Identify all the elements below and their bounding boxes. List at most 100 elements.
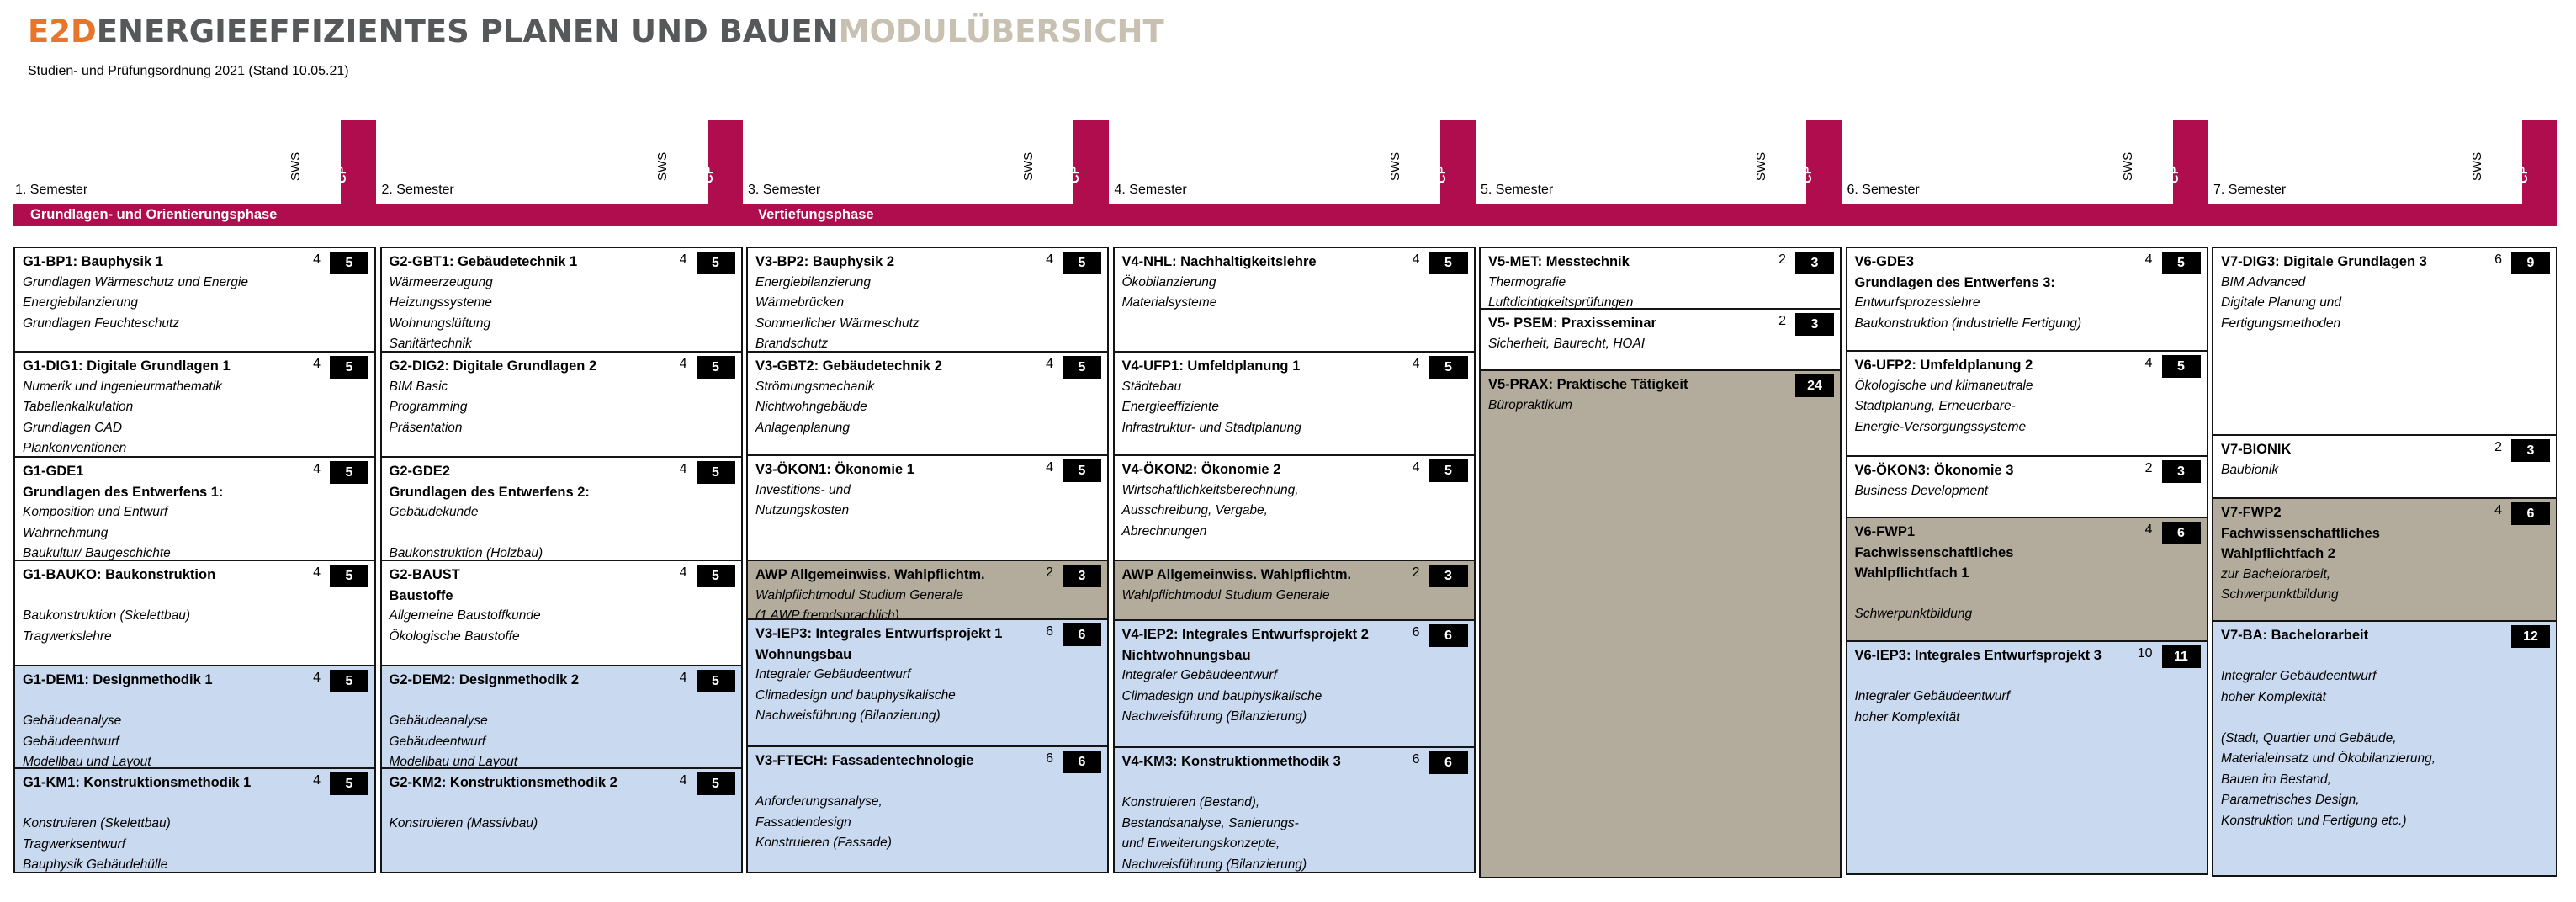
module-desc-line: Büropraktikum bbox=[1488, 397, 1572, 412]
module-desc-line: Programming bbox=[389, 400, 468, 414]
module-desc-line: Parametrisches Design, bbox=[2221, 793, 2360, 807]
module-desc-line: Climadesign und bauphysikalische bbox=[1121, 688, 1322, 703]
module-card: G2-DEM2: Designmethodik 2 Gebäudeanalyse… bbox=[379, 665, 743, 769]
module-title: V3-IEP3: Integrales Entwurfsprojekt 1 bbox=[755, 626, 1003, 641]
module-card: V6-UFP2: Umfeldplanung 2 Ökologische und … bbox=[1845, 350, 2208, 457]
module-title: V7-FWP2 bbox=[2221, 505, 2282, 520]
module-card: V3-IEP3: Integrales Entwurfsprojekt 1 Woh… bbox=[746, 618, 1109, 747]
cp-column-header: CP bbox=[1068, 166, 1082, 183]
module-cp-badge: 9 bbox=[2511, 252, 2550, 274]
module-desc-line: Thermografie bbox=[1488, 274, 1566, 289]
module-desc-line: Nachweisführung (Bilanzierung) bbox=[1121, 857, 1307, 872]
semester-label: 3. Semester bbox=[748, 183, 821, 197]
module-cp-badge: 6 bbox=[2511, 502, 2550, 525]
program-name: ENERGIEEFFIZIENTES PLANEN UND BAUEN bbox=[96, 13, 839, 50]
module-cp-badge: 6 bbox=[1428, 624, 1468, 647]
module-title: V4-IEP2: Integrales Entwurfsprojekt 2 bbox=[1121, 627, 1369, 642]
page-title-suffix: MODULÜBERSICHT bbox=[838, 13, 1164, 50]
module-sws-value: 4 bbox=[1046, 460, 1053, 475]
module-sws-value: 4 bbox=[679, 252, 687, 267]
module-cp-badge: 6 bbox=[2161, 522, 2201, 544]
module-sws-value: 4 bbox=[313, 671, 321, 685]
cp-column-header-bar bbox=[1073, 120, 1109, 204]
module-sws-value: 4 bbox=[313, 565, 321, 580]
module-desc-line: Integraler Gebäudeentwurf bbox=[755, 667, 911, 682]
module-card: V4-UFP1: Umfeldplanung 1 Städtebau Energie… bbox=[1112, 351, 1476, 456]
module-title: V3-ÖKON1: Ökonomie 1 bbox=[755, 462, 914, 477]
phase-label-grundlagen: Grundlagen- und Orientierungsphase bbox=[30, 207, 278, 222]
module-desc-line: Modellbau und Layout bbox=[389, 755, 518, 769]
module-desc-line: Nachweisführung (Bilanzierung) bbox=[755, 708, 941, 723]
cp-column-header: CP bbox=[1434, 166, 1449, 183]
module-desc-line: Abrechnungen bbox=[1121, 523, 1207, 539]
module-cp-badge: 5 bbox=[696, 565, 735, 587]
module-card: V4-ÖKON2: Ökonomie 2 Wirtschaftlichkeitsb… bbox=[1112, 454, 1476, 561]
module-title: V6-UFP2: Umfeldplanung 2 bbox=[1854, 358, 2033, 373]
module-cp-badge: 6 bbox=[1063, 751, 1101, 773]
module-desc-line: Bauphysik Gebäudehülle bbox=[23, 857, 168, 872]
module-desc-line: Präsentation bbox=[389, 420, 463, 435]
module-cp-badge: 5 bbox=[330, 252, 368, 274]
module-desc-line: Fertigungsmethoden bbox=[2221, 316, 2341, 331]
cp-column-header: CP bbox=[2166, 166, 2181, 183]
module-desc-line: Schwerpunktbildung bbox=[2221, 587, 2339, 602]
module-desc-line bbox=[2221, 646, 2480, 667]
module-sws-value: 2 bbox=[1778, 314, 1786, 328]
module-cp-badge: 5 bbox=[1063, 356, 1101, 379]
module-cp-badge: 5 bbox=[1428, 459, 1468, 482]
module-desc-line bbox=[2221, 708, 2480, 729]
module-desc-line: Grundlagen Feuchteschutz bbox=[23, 316, 180, 331]
module-card: V5- PSEM: Praxisseminar Sicherheit, Baure… bbox=[1479, 308, 1842, 371]
module-card: G1-BAUKO: Baukonstruktion Baukonstruktio… bbox=[13, 560, 376, 666]
module-sws-value: 6 bbox=[1412, 625, 1420, 639]
module-sws-value: 4 bbox=[679, 462, 687, 476]
semester-column: V7-DIG3: Digitale Grundlagen 3 BIM Advanc… bbox=[2212, 247, 2557, 877]
module-title: V5- PSEM: Praxisseminar bbox=[1488, 316, 1656, 331]
module-desc-line bbox=[1855, 584, 2131, 605]
module-title: G2-DEM2: Designmethodik 2 bbox=[389, 672, 580, 687]
module-title: V3-GBT2: Gebäudetechnik 2 bbox=[755, 358, 942, 374]
module-cp-badge: 5 bbox=[330, 356, 368, 379]
module-title: G1-DEM1: Designmethodik 1 bbox=[23, 672, 213, 687]
module-desc-line: Sommerlicher Wärmeschutz bbox=[755, 316, 920, 331]
module-desc-line: Numerik und Ingenieurmathematik bbox=[23, 379, 222, 394]
module-desc-line: Konstruieren (Fassade) bbox=[755, 836, 892, 850]
module-desc-line: Climadesign und bauphysikalische bbox=[755, 687, 956, 703]
module-desc-line: Fassadendesign bbox=[755, 814, 851, 830]
module-card: G2-GDE2 Grundlagen des Entwerfens 2: Gebäu… bbox=[379, 456, 743, 561]
module-cp-badge: 5 bbox=[330, 461, 368, 484]
module-desc-line: Konstruktion und Fertigung etc.) bbox=[2221, 813, 2407, 828]
module-title: V6-IEP3: Integrales Entwurfsprojekt 3 bbox=[1854, 648, 2102, 663]
sws-column-header: SWS bbox=[1754, 151, 1768, 181]
module-desc-line: Strömungsmechanik bbox=[755, 379, 875, 394]
module-title: Fachwissenschaftliches bbox=[2221, 525, 2380, 541]
cp-column-header: CP bbox=[701, 166, 716, 183]
module-desc-line: Digitale Planung und bbox=[2221, 295, 2342, 310]
module-title: G2-BAUST bbox=[389, 567, 460, 582]
cp-column-header-bar bbox=[341, 120, 376, 204]
module-desc-line: Materialeinsatz und Ökobilanzierung, bbox=[2221, 751, 2436, 766]
module-desc-line: Konstruieren (Bestand), bbox=[1121, 795, 1260, 809]
module-desc-line: Nutzungskosten bbox=[755, 503, 850, 517]
module-card: V3-GBT2: Gebäudetechnik 2 Strömungsmechan… bbox=[746, 351, 1109, 456]
module-title: V4-UFP1: Umfeldplanung 1 bbox=[1121, 358, 1301, 374]
module-sws-value: 4 bbox=[1412, 357, 1420, 371]
module-title: V4-KM3: Konstruktionmethodik 3 bbox=[1121, 754, 1341, 769]
sws-column-header: SWS bbox=[2120, 151, 2135, 181]
semester-column: V4-NHL: Nachhaltigkeitslehre Ökobilanzier… bbox=[1112, 247, 1476, 873]
module-cp-badge: 5 bbox=[696, 252, 735, 274]
module-desc-line: Energieeffiziente bbox=[1121, 400, 1219, 414]
module-cp-badge: 3 bbox=[1063, 565, 1101, 587]
sws-column-header: SWS bbox=[1021, 151, 1036, 181]
module-sws-value: 4 bbox=[313, 252, 321, 267]
module-desc-line: Heizungssysteme bbox=[389, 295, 492, 310]
module-desc-line: Wahlpflichtmodul Studium Generale bbox=[755, 587, 963, 602]
module-sws-value: 2 bbox=[2494, 440, 2502, 454]
module-desc-line bbox=[755, 772, 1031, 793]
module-title: Wahlpflichtfach 1 bbox=[1854, 565, 1969, 581]
module-sws-value: 4 bbox=[2144, 523, 2153, 537]
module-desc-line: Energiebilanzierung bbox=[755, 274, 872, 289]
module-desc-line: Baukonstruktion (Holzbau) bbox=[389, 546, 543, 560]
module-title: V3-BP2: Bauphysik 2 bbox=[755, 254, 895, 269]
module-title: V4-ÖKON2: Ökonomie 2 bbox=[1121, 462, 1281, 477]
